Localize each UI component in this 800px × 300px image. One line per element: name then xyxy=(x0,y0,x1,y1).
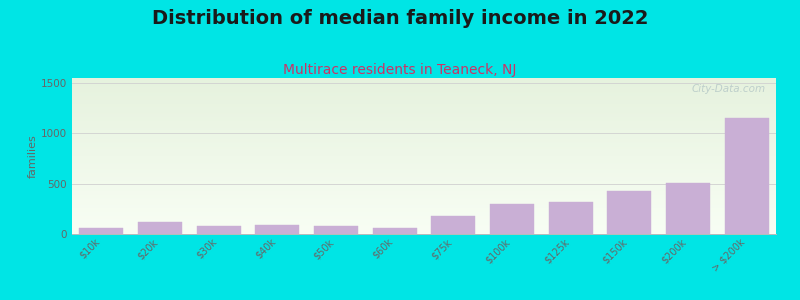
Bar xyxy=(197,226,241,234)
Text: Multirace residents in Teaneck, NJ: Multirace residents in Teaneck, NJ xyxy=(283,63,517,77)
Bar xyxy=(490,204,534,234)
Bar xyxy=(549,202,593,234)
Bar xyxy=(666,183,710,234)
Bar xyxy=(314,226,358,234)
Bar xyxy=(607,191,651,234)
Text: Distribution of median family income in 2022: Distribution of median family income in … xyxy=(152,9,648,28)
Bar xyxy=(138,222,182,234)
Bar xyxy=(725,118,769,234)
Y-axis label: families: families xyxy=(28,134,38,178)
Bar xyxy=(373,228,417,234)
Bar xyxy=(431,216,475,234)
Bar xyxy=(255,225,299,234)
Text: City-Data.com: City-Data.com xyxy=(691,84,766,94)
Bar xyxy=(79,229,123,234)
